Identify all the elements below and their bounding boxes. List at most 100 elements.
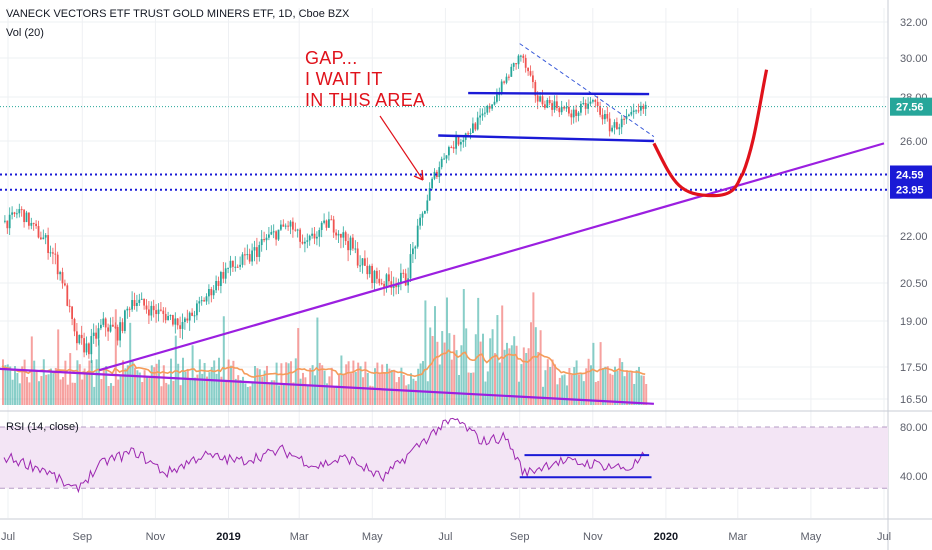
candle bbox=[217, 276, 220, 291]
candle bbox=[380, 278, 383, 286]
candle bbox=[289, 220, 292, 235]
candle bbox=[455, 131, 457, 155]
volume-bar bbox=[28, 382, 31, 405]
candle bbox=[460, 138, 462, 152]
volume-bar bbox=[100, 379, 103, 405]
volume-bar bbox=[623, 376, 626, 405]
candle bbox=[450, 145, 453, 149]
volume-bar bbox=[88, 360, 91, 405]
volume-bar bbox=[78, 364, 81, 405]
candle bbox=[52, 247, 54, 265]
candle bbox=[186, 309, 189, 324]
level-badge: 24.59 bbox=[890, 165, 932, 184]
volume-bar bbox=[614, 366, 616, 405]
volume-bar bbox=[479, 341, 482, 405]
candle bbox=[544, 100, 546, 110]
time-tick-label: Mar bbox=[728, 531, 747, 543]
candle bbox=[368, 264, 371, 278]
volume-bar bbox=[438, 364, 441, 405]
volume-bar bbox=[640, 375, 643, 405]
candle bbox=[162, 307, 165, 323]
current-price-badge: 27.56 bbox=[890, 97, 932, 116]
volume-bar bbox=[129, 322, 132, 405]
candle bbox=[553, 95, 556, 113]
candle bbox=[352, 233, 354, 251]
volume-bar bbox=[47, 374, 50, 405]
volume-bar bbox=[431, 336, 434, 405]
candle bbox=[364, 250, 366, 266]
volume-bar bbox=[422, 361, 424, 405]
candle bbox=[529, 65, 532, 77]
candle bbox=[260, 230, 263, 252]
candle bbox=[100, 318, 102, 331]
candle bbox=[68, 299, 71, 313]
candle bbox=[356, 241, 359, 269]
candle bbox=[20, 206, 23, 217]
volume-bar bbox=[606, 366, 609, 405]
volume-bar bbox=[184, 371, 187, 405]
candle bbox=[42, 229, 45, 240]
candle bbox=[164, 307, 167, 324]
volume-bar bbox=[494, 353, 496, 405]
candle bbox=[6, 220, 9, 234]
volume-bar bbox=[621, 362, 624, 405]
candle bbox=[61, 267, 64, 289]
volume-bar bbox=[266, 365, 268, 405]
candle bbox=[124, 309, 126, 334]
candle bbox=[330, 215, 333, 221]
volume-bar bbox=[347, 361, 350, 405]
volume-bar bbox=[472, 372, 475, 405]
candle bbox=[160, 301, 162, 312]
time-tick-label: Nov bbox=[146, 531, 166, 543]
price-axis: 32.0030.0028.0026.0022.0020.5019.0017.50… bbox=[900, 17, 928, 483]
volume-bar bbox=[549, 366, 552, 405]
candle bbox=[606, 106, 609, 122]
volume-bar bbox=[563, 374, 566, 405]
candle bbox=[8, 207, 11, 236]
candle bbox=[613, 119, 616, 135]
volume-bar bbox=[424, 300, 427, 405]
volume-bar bbox=[580, 373, 583, 405]
volume-bar bbox=[74, 382, 76, 405]
volume-bar bbox=[443, 342, 446, 405]
candle bbox=[340, 233, 342, 249]
candle bbox=[584, 99, 587, 116]
volume-bar bbox=[508, 348, 511, 405]
candle bbox=[88, 342, 90, 359]
volume-bar bbox=[486, 371, 489, 405]
volume-bar bbox=[299, 378, 302, 405]
candle bbox=[143, 298, 145, 310]
volume-bar bbox=[575, 360, 578, 405]
candle bbox=[59, 270, 61, 281]
volume-bar bbox=[201, 373, 204, 405]
candle bbox=[191, 308, 193, 317]
annotation-arrow bbox=[379, 115, 424, 181]
volume-bar bbox=[2, 359, 4, 405]
volume-bar bbox=[249, 386, 252, 405]
volume-bar bbox=[534, 327, 537, 405]
volume-bar bbox=[537, 351, 540, 405]
volume-bar bbox=[294, 358, 297, 405]
volume-bar bbox=[462, 289, 465, 405]
volume-bar bbox=[54, 367, 57, 405]
time-tick-label: May bbox=[801, 531, 822, 543]
volume-bar bbox=[290, 361, 292, 405]
candle bbox=[522, 53, 525, 63]
time-tick-label: Nov bbox=[583, 531, 603, 543]
channel-line bbox=[438, 134, 654, 143]
volume-bar bbox=[496, 315, 499, 405]
candle bbox=[347, 233, 349, 262]
volume-bar bbox=[477, 297, 480, 405]
time-tick-label: Sep bbox=[510, 531, 530, 543]
volume-bar bbox=[470, 372, 472, 405]
candle bbox=[443, 153, 445, 160]
candle bbox=[642, 103, 645, 114]
volume-bar bbox=[258, 369, 261, 405]
volume-bar bbox=[11, 379, 14, 405]
volume-bar bbox=[434, 306, 436, 405]
candle bbox=[469, 128, 472, 140]
volume-bar bbox=[491, 329, 494, 405]
candle bbox=[282, 219, 285, 227]
volume-bar bbox=[590, 365, 592, 405]
candle bbox=[270, 225, 273, 236]
